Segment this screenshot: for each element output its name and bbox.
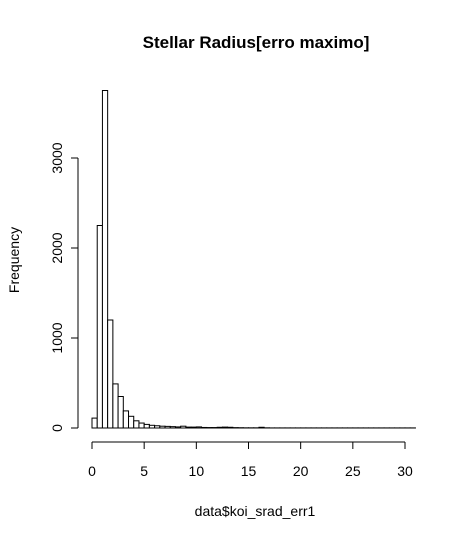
histogram-bar <box>159 425 166 429</box>
histogram-bar <box>195 426 203 429</box>
histogram-bar <box>190 426 197 429</box>
y-tick-label: 3000 <box>49 142 65 173</box>
x-axis: 0 5 10 15 20 25 30 <box>88 441 413 479</box>
histogram-bar <box>91 417 98 429</box>
histogram-bar <box>154 425 161 429</box>
y-tick-label: 2000 <box>49 232 65 263</box>
histogram-bar <box>174 426 182 429</box>
y-tick-label: 0 <box>49 424 65 432</box>
histogram-bar <box>112 383 119 429</box>
histogram-bar <box>180 425 187 429</box>
histogram-bar <box>216 426 223 429</box>
x-tick-label: 20 <box>293 463 309 479</box>
histogram-bar <box>164 425 171 429</box>
histogram-bar <box>138 422 145 429</box>
histogram-bars <box>91 90 416 429</box>
x-tick-label: 15 <box>241 463 257 479</box>
x-axis-label: data$koi_srad_err1 <box>195 503 316 519</box>
x-tick-label: 30 <box>397 463 413 479</box>
chart-title: Stellar Radius[erro maximo] <box>143 33 370 52</box>
histogram-bar <box>221 426 229 429</box>
histogram-bar <box>101 90 109 429</box>
x-tick-label: 10 <box>189 463 205 479</box>
histogram-bar <box>201 426 208 429</box>
histogram-bar <box>128 415 135 429</box>
histogram-bar <box>133 420 140 429</box>
histogram-bar <box>227 426 234 429</box>
histogram-bar <box>107 319 114 429</box>
histogram-bar <box>96 225 103 429</box>
histogram-bar <box>117 396 124 429</box>
x-tick-label: 5 <box>140 463 148 479</box>
histogram-bar <box>185 426 192 429</box>
histogram-bar <box>122 410 130 429</box>
x-tick-label: 25 <box>345 463 361 479</box>
y-tick-label: 1000 <box>49 322 65 353</box>
histogram-bar <box>258 426 265 429</box>
y-axis: 0 1000 2000 3000 <box>49 142 79 432</box>
x-tick-label: 0 <box>88 463 96 479</box>
histogram-bar <box>169 426 176 429</box>
histogram-bar <box>148 424 156 429</box>
histogram-bar <box>143 423 150 429</box>
y-axis-label: Frequency <box>6 227 22 293</box>
